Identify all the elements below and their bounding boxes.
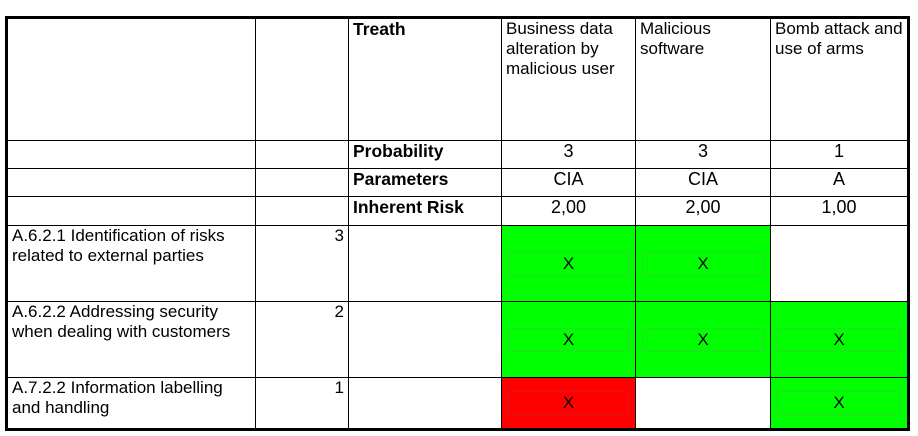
risk-mark-cell: X <box>770 301 909 378</box>
risk-mark-cell <box>770 225 909 302</box>
empty-header-cell <box>6 17 256 141</box>
threat-header-row: Treath Business data alteration by malic… <box>6 17 909 141</box>
control-score: 3 <box>255 225 349 302</box>
control-score: 1 <box>255 377 349 430</box>
risk-mark-cell: X <box>501 301 636 378</box>
risk-mark <box>642 402 764 404</box>
row-label-inherent-risk: Inherent Risk <box>348 196 502 226</box>
control-name: A.7.2.2 Information labelling and handli… <box>6 377 256 430</box>
risk-mark: X <box>508 327 629 352</box>
risk-mark: X <box>508 391 629 415</box>
threat-name-1: Business data alteration by malicious us… <box>501 17 636 141</box>
control-name: A.6.2.2 Addressing security when dealing… <box>6 301 256 378</box>
risk-assessment-table: Treath Business data alteration by malic… <box>5 16 910 431</box>
empty-cell <box>6 168 256 197</box>
row-label-parameters: Parameters <box>348 168 502 197</box>
risk-mark: X <box>642 251 764 276</box>
risk-mark-cell <box>635 377 771 430</box>
empty-cell <box>255 140 349 169</box>
risk-mark-cell: X <box>770 377 909 430</box>
control-name: A.6.2.1 Identification of risks related … <box>6 225 256 302</box>
parameters-value-3: A <box>770 168 909 197</box>
control-score: 2 <box>255 301 349 378</box>
probability-row: Probability 3 3 1 <box>6 140 909 169</box>
risk-mark-cell: X <box>635 225 771 302</box>
row-label-probability: Probability <box>348 140 502 169</box>
empty-cell <box>255 196 349 226</box>
empty-cell <box>6 140 256 169</box>
empty-cell <box>6 196 256 226</box>
control-row: A.6.2.1 Identification of risks related … <box>6 225 909 302</box>
threat-name-2: Malicious software <box>635 17 771 141</box>
risk-mark: X <box>642 327 764 352</box>
threat-label: Treath <box>348 17 502 141</box>
control-row: A.6.2.2 Addressing security when dealing… <box>6 301 909 378</box>
risk-mark: X <box>508 251 629 276</box>
risk-mark: X <box>777 391 901 415</box>
empty-cell <box>255 168 349 197</box>
empty-cell <box>348 301 502 378</box>
risk-mark-cell: X <box>501 377 636 430</box>
control-row: A.7.2.2 Information labelling and handli… <box>6 377 909 430</box>
parameters-value-1: CIA <box>501 168 636 197</box>
inherent-risk-value-3: 1,00 <box>770 196 909 226</box>
probability-value-1: 3 <box>501 140 636 169</box>
inherent-risk-row: Inherent Risk 2,00 2,00 1,00 <box>6 196 909 226</box>
risk-mark-cell: X <box>635 301 771 378</box>
empty-cell <box>348 225 502 302</box>
probability-value-2: 3 <box>635 140 771 169</box>
parameters-row: Parameters CIA CIA A <box>6 168 909 197</box>
empty-cell <box>348 377 502 430</box>
threat-name-3: Bomb attack and use of arms <box>770 17 909 141</box>
risk-mark-cell: X <box>501 225 636 302</box>
empty-header-cell <box>255 17 349 141</box>
risk-mark <box>777 263 901 265</box>
risk-mark: X <box>777 327 901 352</box>
probability-value-3: 1 <box>770 140 909 169</box>
inherent-risk-value-1: 2,00 <box>501 196 636 226</box>
parameters-value-2: CIA <box>635 168 771 197</box>
inherent-risk-value-2: 2,00 <box>635 196 771 226</box>
